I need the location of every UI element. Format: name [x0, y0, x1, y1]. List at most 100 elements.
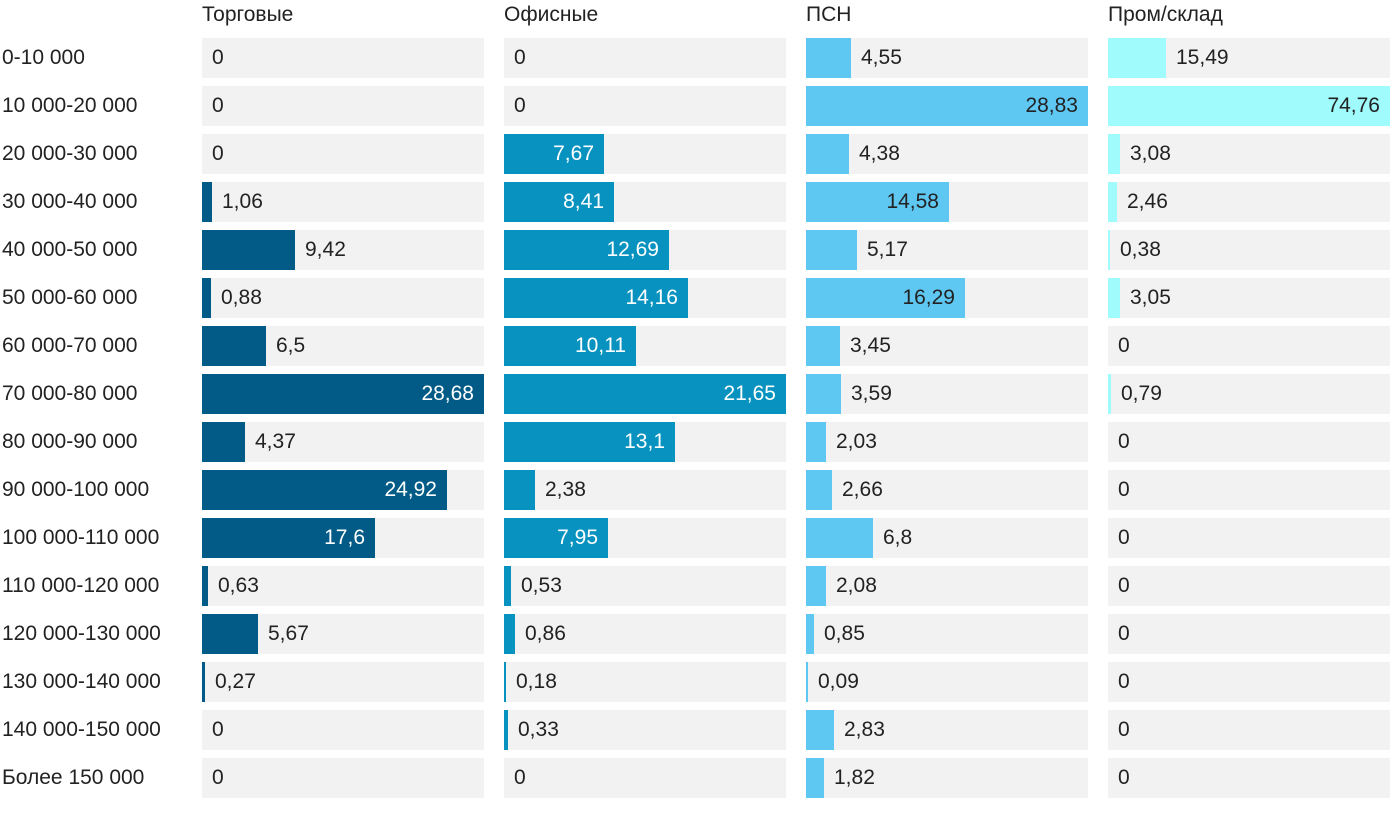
bar-value-label: 0	[514, 46, 526, 69]
bar-track: 0	[1108, 470, 1390, 510]
bar-value-label: 14,58	[886, 190, 939, 213]
bar-track: 3,59	[806, 374, 1088, 414]
bar-value-label: 21,65	[723, 382, 776, 405]
bar-value-label: 0	[212, 94, 224, 117]
bar-value-label: 0,38	[1120, 238, 1161, 261]
bar-track: 0	[1108, 422, 1390, 462]
bar-value-label: 0	[1118, 478, 1130, 501]
bar-track: 1,82	[806, 758, 1088, 798]
bar-track: 7,67	[504, 134, 786, 174]
bar-track: 0	[1108, 758, 1390, 798]
bar-track: 0,79	[1108, 374, 1390, 414]
bar-пром-склад	[1108, 182, 1117, 222]
bar-value-label: 2,83	[844, 718, 885, 741]
bar-track: 12,69	[504, 230, 786, 270]
bar-псн	[806, 422, 826, 462]
bar-офисные	[504, 710, 508, 750]
bar-track: 0	[202, 758, 484, 798]
bar-track: 14,58	[806, 182, 1088, 222]
category-label: 90 000-100 000	[2, 478, 150, 501]
bar-value-label: 0	[514, 94, 526, 117]
bar-track: 0	[504, 758, 786, 798]
bar-track: 5,67	[202, 614, 484, 654]
bar-track: 6,8	[806, 518, 1088, 558]
bar-value-label: 4,38	[859, 142, 900, 165]
bar-value-label: 0,85	[824, 622, 865, 645]
bar-псн	[806, 566, 826, 606]
bar-track: 0,27	[202, 662, 484, 702]
series-title-офисные: Офисные	[504, 3, 599, 26]
bar-офисные	[504, 374, 786, 414]
bar-офисные	[504, 518, 608, 558]
bar-торговые	[202, 230, 295, 270]
bar-value-label: 0,63	[218, 574, 259, 597]
bar-track: 10,11	[504, 326, 786, 366]
bar-value-label: 1,82	[834, 766, 875, 789]
bar-track: 0	[1108, 326, 1390, 366]
bar-торговые	[202, 326, 266, 366]
category-label: 0-10 000	[2, 46, 85, 69]
bar-track: 28,83	[806, 86, 1088, 126]
bar-value-label: 74,76	[1327, 94, 1380, 117]
category-label: 110 000-120 000	[2, 574, 160, 597]
bar-псн	[806, 182, 949, 222]
bar-value-label: 13,1	[624, 430, 665, 453]
bar-value-label: 4,55	[861, 46, 902, 69]
bar-track: 21,65	[504, 374, 786, 414]
bar-track: 0,33	[504, 710, 786, 750]
bar-псн	[806, 614, 814, 654]
bar-track: 4,55	[806, 38, 1088, 78]
bar-track: 0,38	[1108, 230, 1390, 270]
bar-псн	[806, 38, 851, 78]
category-label: 140 000-150 000	[2, 718, 161, 741]
category-label: 120 000-130 000	[2, 622, 161, 645]
bar-track: 0,18	[504, 662, 786, 702]
bar-value-label: 0	[1118, 574, 1130, 597]
bar-track: 2,08	[806, 566, 1088, 606]
bar-track: 8,41	[504, 182, 786, 222]
bar-офисные	[504, 230, 669, 270]
bar-track: 74,76	[1108, 86, 1390, 126]
bar-торговые	[202, 374, 484, 414]
bar-value-label: 0	[514, 766, 526, 789]
bar-псн	[806, 470, 832, 510]
bar-value-label: 0	[212, 766, 224, 789]
bar-value-label: 2,38	[545, 478, 586, 501]
bar-торговые	[202, 518, 375, 558]
bar-value-label: 2,46	[1127, 190, 1168, 213]
bar-value-label: 0	[1118, 430, 1130, 453]
bar-value-label: 0,79	[1121, 382, 1162, 405]
series-title-торговые: Торговые	[202, 3, 294, 26]
category-label: 50 000-60 000	[2, 286, 138, 309]
bar-value-label: 28,83	[1025, 94, 1078, 117]
bar-value-label: 28,68	[421, 382, 474, 405]
bar-track: 9,42	[202, 230, 484, 270]
bar-пром-склад	[1108, 374, 1111, 414]
bar-track: 0	[202, 38, 484, 78]
bar-track: 0	[202, 86, 484, 126]
bar-track: 15,49	[1108, 38, 1390, 78]
bar-офисные	[504, 134, 604, 174]
series-title-псн: ПСН	[806, 3, 852, 26]
bar-value-label: 8,41	[563, 190, 604, 213]
bar-value-label: 16,29	[902, 286, 955, 309]
bar-track: 0	[202, 710, 484, 750]
bar-офисные	[504, 182, 614, 222]
bar-офисные	[504, 614, 515, 654]
bar-track: 5,17	[806, 230, 1088, 270]
bar-track: 3,45	[806, 326, 1088, 366]
bar-track: 14,16	[504, 278, 786, 318]
bar-value-label: 1,06	[222, 190, 263, 213]
bar-value-label: 12,69	[606, 238, 659, 261]
bar-track: 2,46	[1108, 182, 1390, 222]
bar-пром-склад	[1108, 134, 1120, 174]
bar-track: 16,29	[806, 278, 1088, 318]
bar-торговые	[202, 470, 447, 510]
bar-track: 2,83	[806, 710, 1088, 750]
bar-track: 3,08	[1108, 134, 1390, 174]
bar-track: 0	[1108, 566, 1390, 606]
bar-track: 0,53	[504, 566, 786, 606]
bar-пром-склад	[1108, 86, 1390, 126]
bar-track: 0	[504, 86, 786, 126]
